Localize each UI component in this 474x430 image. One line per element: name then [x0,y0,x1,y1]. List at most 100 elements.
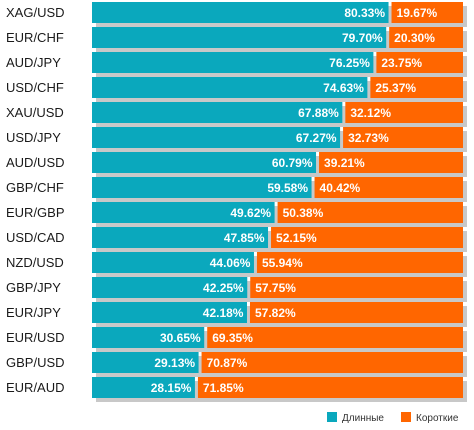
bar-row: AUD/USD 60.79% 39.21% [6,152,467,177]
legend-long-swatch [327,412,337,422]
bar-row: EUR/GBP 49.62% 50.38% [6,202,467,227]
bar-row: NZD/USD 44.06% 55.94% [6,252,467,277]
bar-short [319,152,463,173]
long-value-label: 79.70% [342,31,383,45]
category-label: EUR/CHF [6,30,64,45]
long-value-label: 74.63% [323,81,364,95]
long-value-label: 28.15% [151,381,192,395]
bar-long [92,2,389,23]
bar-long [92,352,199,373]
bar-row: XAG/USD 80.33% 19.67% [6,2,467,27]
short-value-label: 55.94% [262,256,303,270]
category-label: XAU/USD [6,105,64,120]
long-value-label: 30.65% [160,331,201,345]
long-value-label: 44.06% [210,256,251,270]
bar-long [92,27,387,48]
bar-short [314,177,463,198]
category-label: NZD/USD [6,255,64,270]
bar-row: EUR/AUD 28.15% 71.85% [6,377,467,402]
category-label: AUD/USD [6,155,65,170]
bar-long [92,102,343,123]
bar-short [370,77,463,98]
bar-short [271,227,463,248]
short-value-label: 71.85% [203,381,244,395]
bar-short [343,127,463,148]
short-value-label: 57.75% [255,281,296,295]
category-label: USD/CHF [6,80,64,95]
short-value-label: 32.12% [350,106,391,120]
legend-short-swatch [401,412,411,422]
bar-long [92,227,269,248]
bar-long [92,327,205,348]
category-label: GBP/JPY [6,280,61,295]
bar-short [250,277,463,298]
bar-row: GBP/CHF 59.58% 40.42% [6,177,467,202]
short-value-label: 50.38% [283,206,324,220]
bar-row: EUR/USD 30.65% 69.35% [6,327,467,352]
short-value-label: 19.67% [397,6,438,20]
bar-long [92,152,317,173]
bar-short [201,352,463,373]
bar-long [92,177,312,198]
bar-short [277,202,463,223]
short-value-label: 32.73% [348,131,389,145]
long-value-label: 47.85% [224,231,265,245]
long-value-label: 59.58% [267,181,308,195]
long-value-label: 80.33% [344,6,385,20]
long-value-label: 76.25% [329,56,370,70]
bar-long [92,302,247,323]
bar-short [389,27,463,48]
short-value-label: 23.75% [381,56,422,70]
category-label: USD/CAD [6,230,65,245]
bar-row: AUD/JPY 76.25% 23.75% [6,52,467,77]
long-value-label: 67.88% [298,106,339,120]
bar-long [92,252,254,273]
category-label: EUR/GBP [6,205,65,220]
legend-short-label: Короткие [416,413,459,424]
bar-short [345,102,463,123]
short-value-label: 39.21% [324,156,365,170]
long-value-label: 67.27% [296,131,337,145]
bar-row: XAU/USD 67.88% 32.12% [6,102,467,127]
bar-row: USD/CAD 47.85% 52.15% [6,227,467,252]
bar-long [92,127,341,148]
short-value-label: 40.42% [320,181,361,195]
bar-row: EUR/CHF 79.70% 20.30% [6,27,467,52]
bar-long [92,202,275,223]
bar-short [207,327,463,348]
legend-long-label: Длинные [342,413,384,424]
bar-short [376,52,463,73]
category-label: GBP/USD [6,355,65,370]
bar-long [92,377,195,398]
long-value-label: 42.25% [203,281,244,295]
category-label: XAG/USD [6,5,65,20]
category-label: EUR/AUD [6,380,65,395]
legend: Длинные Короткие [327,412,459,424]
bar-long [92,277,248,298]
bar-short [197,377,463,398]
category-label: EUR/JPY [6,305,61,320]
bar-short [249,302,463,323]
bar-row: GBP/USD 29.13% 70.87% [6,352,467,377]
short-value-label: 20.30% [394,31,435,45]
short-value-label: 69.35% [212,331,253,345]
short-value-label: 70.87% [207,356,248,370]
category-label: USD/JPY [6,130,61,145]
bar-row: EUR/JPY 42.18% 57.82% [6,302,467,327]
long-value-label: 49.62% [230,206,271,220]
long-value-label: 42.18% [203,306,244,320]
bar-row: USD/CHF 74.63% 25.37% [6,77,467,102]
bar-row: USD/JPY 67.27% 32.73% [6,127,467,152]
short-value-label: 52.15% [276,231,317,245]
short-value-label: 25.37% [375,81,416,95]
bar-long [92,52,374,73]
category-label: AUD/JPY [6,55,61,70]
bar-short [256,252,463,273]
short-value-label: 57.82% [255,306,296,320]
category-label: EUR/USD [6,330,65,345]
bar-short [391,2,463,23]
long-value-label: 29.13% [154,356,195,370]
bar-row: GBP/JPY 42.25% 57.75% [6,277,467,302]
long-value-label: 60.79% [272,156,313,170]
